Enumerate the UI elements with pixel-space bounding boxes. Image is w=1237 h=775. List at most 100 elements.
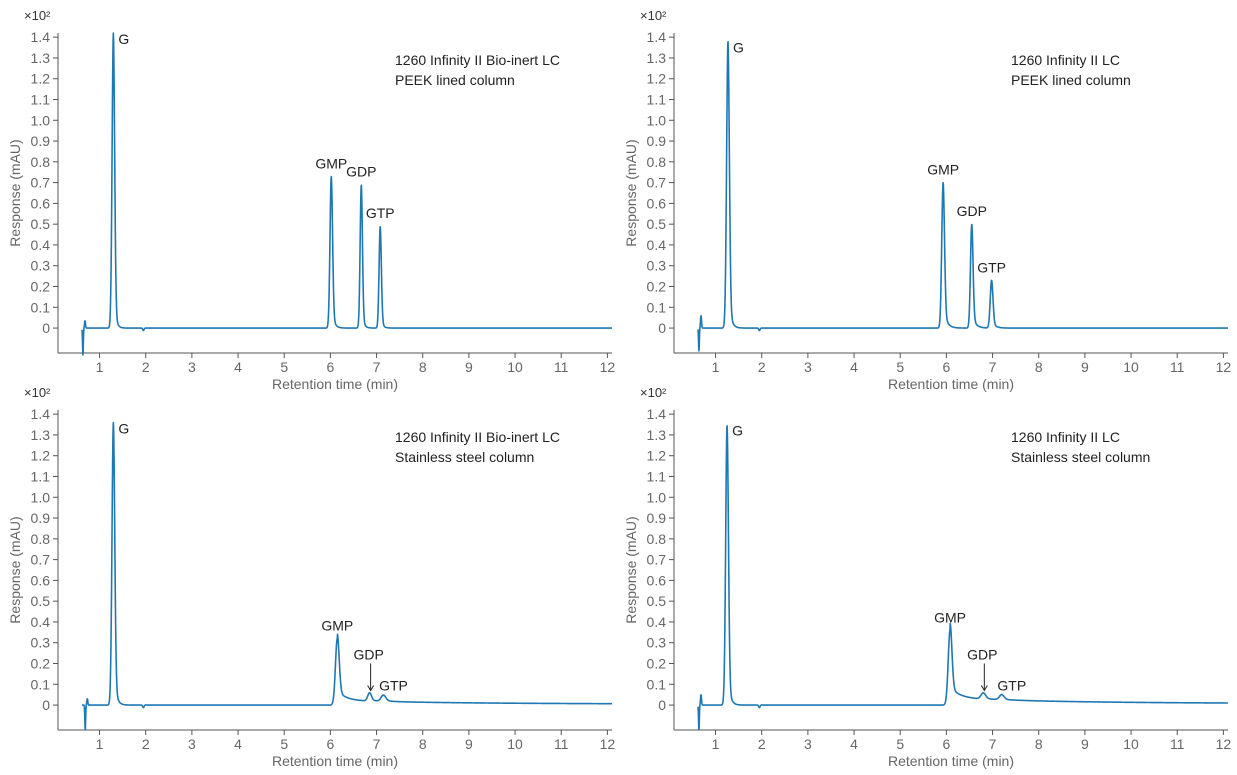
x-tick-label: 6 xyxy=(326,736,334,752)
y-tick-label: 0.7 xyxy=(31,552,51,568)
y-tick-label: 1.4 xyxy=(31,406,51,422)
arrow-head xyxy=(367,685,375,692)
y-axis-label: Response (mAU) xyxy=(623,516,639,623)
y-tick-label: 0.4 xyxy=(647,614,667,630)
y-tick-label: 0.4 xyxy=(647,237,667,253)
instrument-annotation: Stainless steel column xyxy=(395,449,534,465)
y-tick-label: 1.0 xyxy=(31,489,51,505)
y-tick-label: 1.2 xyxy=(647,71,667,87)
chromatogram-trace xyxy=(697,41,1229,352)
y-tick-label: 0.6 xyxy=(647,195,667,211)
y-tick-label: 1.1 xyxy=(647,91,667,107)
x-tick-label: 7 xyxy=(989,359,997,375)
y-tick-label: 1.4 xyxy=(647,406,667,422)
x-tick-label: 3 xyxy=(188,359,196,375)
chromatogram-panel-3: 1 2 3 4 5 6 7 8 9 10 11 1200.10.20.30.40.50.60.70.8… xyxy=(7,385,615,769)
y-tick-label: 0.8 xyxy=(31,154,51,170)
x-axis-label: Retention time (min) xyxy=(888,376,1014,392)
y-multiplier: ×10² xyxy=(640,8,667,23)
x-tick-label: 3 xyxy=(188,736,196,752)
y-tick-label: 1.2 xyxy=(647,448,667,464)
peak-label: GTP xyxy=(366,205,395,221)
y-tick-label: 0.8 xyxy=(647,154,667,170)
x-tick-label: 9 xyxy=(1081,736,1089,752)
y-tick-label: 1.1 xyxy=(31,91,51,107)
y-tick-label: 1.0 xyxy=(647,489,667,505)
y-tick-label: 0.5 xyxy=(647,216,667,232)
chromatogram-trace xyxy=(81,32,613,356)
x-tick-label: 1 xyxy=(712,359,720,375)
y-tick-label: 0.6 xyxy=(647,572,667,588)
peak-label: GTP xyxy=(977,259,1006,275)
x-tick-label: 8 xyxy=(419,736,427,752)
instrument-annotation: 1260 Infinity II Bio-inert LC xyxy=(395,52,560,68)
y-tick-label: 0.8 xyxy=(647,531,667,547)
y-tick-label: 1.3 xyxy=(31,50,51,66)
x-tick-label: 6 xyxy=(326,359,334,375)
instrument-annotation: 1260 Infinity II LC xyxy=(1011,52,1120,68)
x-tick-label: 12 xyxy=(600,359,616,375)
y-tick-label: 0.6 xyxy=(31,572,51,588)
y-tick-label: 1.1 xyxy=(647,468,667,484)
x-tick-label: 2 xyxy=(142,736,150,752)
y-tick-label: 1.3 xyxy=(647,427,667,443)
peak-label: GMP xyxy=(315,155,347,171)
peak-label: GDP xyxy=(957,203,987,219)
x-tick-label: 9 xyxy=(465,359,473,375)
arrow-head xyxy=(980,685,988,692)
x-tick-label: 10 xyxy=(507,736,523,752)
y-tick-label: 0.5 xyxy=(31,216,51,232)
x-axis-label: Retention time (min) xyxy=(272,753,398,769)
x-tick-label: 4 xyxy=(234,736,242,752)
x-tick-label: 11 xyxy=(1170,359,1185,375)
chromatogram-trace xyxy=(697,425,1229,731)
y-tick-label: 0.5 xyxy=(31,593,51,609)
y-tick-label: 0.3 xyxy=(31,258,51,274)
x-tick-label: 1 xyxy=(712,736,720,752)
x-tick-label: 10 xyxy=(1123,359,1139,375)
x-tick-label: 12 xyxy=(1216,736,1232,752)
y-tick-label: 0.7 xyxy=(647,552,667,568)
y-tick-label: 0.2 xyxy=(31,656,51,672)
y-tick-label: 1.0 xyxy=(647,112,667,128)
y-tick-label: 1.0 xyxy=(31,112,51,128)
peak-label: GDP xyxy=(967,647,997,663)
y-tick-label: 0 xyxy=(658,320,666,336)
y-tick-label: 0.3 xyxy=(31,635,51,651)
x-tick-label: 2 xyxy=(758,359,766,375)
x-tick-label: 5 xyxy=(280,736,288,752)
x-tick-label: 4 xyxy=(850,736,858,752)
x-tick-label: 4 xyxy=(234,359,242,375)
y-tick-label: 1.3 xyxy=(647,50,667,66)
x-tick-label: 8 xyxy=(1035,359,1043,375)
x-axis-label: Retention time (min) xyxy=(888,753,1014,769)
instrument-annotation: Stainless steel column xyxy=(1011,449,1150,465)
x-tick-label: 1 xyxy=(96,359,104,375)
x-tick-label: 6 xyxy=(942,736,950,752)
y-tick-label: 0.2 xyxy=(647,279,667,295)
x-tick-label: 6 xyxy=(942,359,950,375)
y-multiplier: ×10² xyxy=(24,8,51,23)
x-tick-label: 12 xyxy=(1216,359,1232,375)
y-tick-label: 0.9 xyxy=(647,133,667,149)
instrument-annotation: 1260 Infinity II LC xyxy=(1011,429,1120,445)
y-tick-label: 0.2 xyxy=(647,656,667,672)
y-tick-label: 0.1 xyxy=(647,299,667,315)
y-tick-label: 1.4 xyxy=(31,29,51,45)
instrument-annotation: 1260 Infinity II Bio-inert LC xyxy=(395,429,560,445)
y-tick-label: 0.4 xyxy=(31,237,51,253)
y-axis-label: Response (mAU) xyxy=(7,139,23,246)
x-tick-label: 9 xyxy=(1081,359,1089,375)
y-tick-label: 1.3 xyxy=(31,427,51,443)
y-multiplier: ×10² xyxy=(24,385,51,400)
peak-label: GTP xyxy=(997,678,1026,694)
x-axis-label: Retention time (min) xyxy=(272,376,398,392)
peak-label: G xyxy=(118,420,129,436)
y-tick-label: 0.1 xyxy=(31,299,51,315)
y-tick-label: 0.9 xyxy=(31,133,51,149)
y-tick-label: 0.7 xyxy=(647,175,667,191)
x-tick-label: 8 xyxy=(419,359,427,375)
y-tick-label: 0.3 xyxy=(647,258,667,274)
y-tick-label: 1.2 xyxy=(31,448,51,464)
